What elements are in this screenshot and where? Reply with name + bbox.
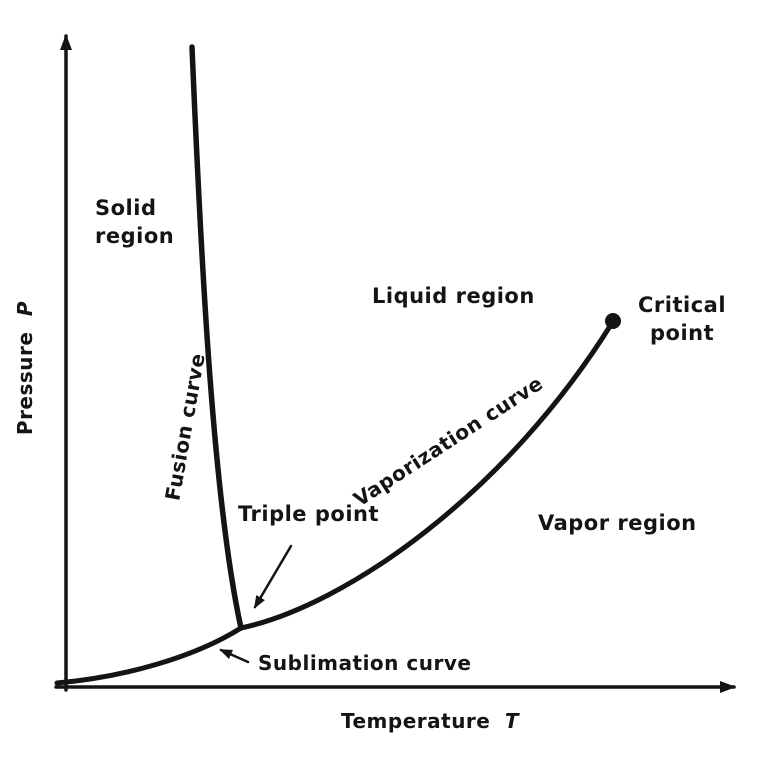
critical-point-label: Critical point — [638, 293, 734, 345]
solid-region-label: Solid region — [95, 196, 174, 248]
vaporization-curve-label: Vaporization curve — [349, 371, 547, 511]
vapor-region-label: Vapor region — [538, 511, 697, 535]
critical-point-dot — [605, 313, 621, 329]
sublimation-curve-arrow — [219, 648, 250, 664]
fusion-curve-line — [189, 44, 244, 631]
sublimation-curve-line — [54, 625, 244, 686]
triple-point-label: Triple point — [238, 502, 379, 526]
y-axis-title: Pressure P — [13, 301, 37, 435]
fusion-curve-label: Fusion curve — [160, 351, 210, 502]
liquid-region-label: Liquid region — [372, 284, 535, 308]
x-axis-title: Temperature T — [341, 709, 520, 733]
sublimation-curve-label: Sublimation curve — [258, 651, 471, 675]
vaporization-curve-line — [238, 320, 615, 631]
triple-point-arrow — [253, 544, 293, 609]
